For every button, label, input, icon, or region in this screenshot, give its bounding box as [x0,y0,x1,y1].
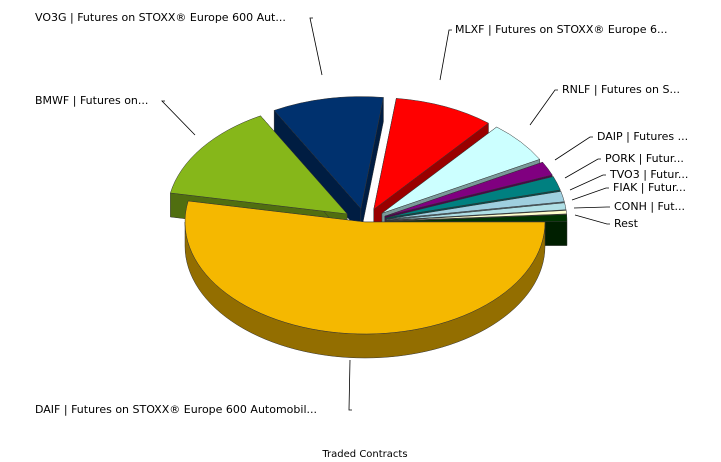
slice [184,200,546,335]
slice [273,96,384,210]
leader-line [309,17,323,76]
leader-line [529,89,558,126]
slice-label: FIAK | Futur... [613,181,686,194]
slice-label: BMWF | Futures on... [35,94,148,107]
slice-label: DAIP | Futures ... [597,130,688,143]
leader-line [573,206,610,209]
leader-line [348,359,352,411]
slice [170,115,348,215]
leader-line [161,100,196,136]
leader-line [574,214,610,225]
slice [386,202,567,221]
leader-line [439,29,452,81]
slice [385,176,561,219]
slice [381,126,541,214]
slice [386,214,568,222]
slice-label: RNLF | Futures on S... [562,83,680,96]
slice [373,98,489,211]
leader-line [564,158,601,179]
slice-label: DAIF | Futures on STOXX® Europe 600 Auto… [35,403,317,416]
slice [384,161,553,217]
leader-line [569,174,606,191]
leader-line [571,187,609,201]
slice-label: VO3G | Futures on STOXX® Europe 600 Aut.… [35,11,286,24]
chart-title: Traded Contracts [321,449,407,460]
slice-label: Rest [614,217,639,230]
leader-line [554,136,593,161]
slice-label: MLXF | Futures on STOXX® Europe 6... [455,23,668,36]
slice [386,191,565,220]
slice [386,210,567,222]
slice-label: TVO3 | Futur... [609,168,688,181]
slice-label: CONH | Fut... [614,200,685,213]
slice-label: PORK | Futur... [605,152,684,165]
